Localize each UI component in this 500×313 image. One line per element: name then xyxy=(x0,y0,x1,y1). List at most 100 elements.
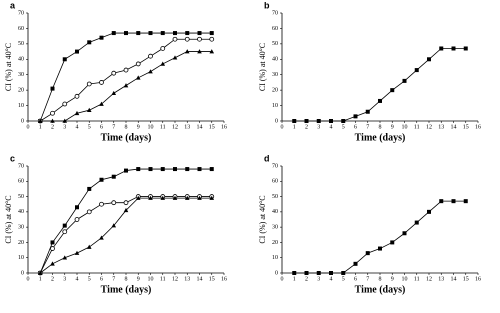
x-tick-label: 7 xyxy=(366,276,369,282)
y-tick-label: 30 xyxy=(18,225,24,231)
marker xyxy=(414,220,419,225)
marker xyxy=(135,61,141,67)
y-tick-label: 40 xyxy=(272,57,278,63)
marker xyxy=(74,93,80,99)
x-tick-label: 8 xyxy=(125,124,128,130)
x-tick-label: 1 xyxy=(39,276,42,282)
marker xyxy=(74,217,80,222)
x-tick-label: 4 xyxy=(76,124,79,130)
marker xyxy=(50,118,55,123)
x-tick-label: 6 xyxy=(100,124,103,130)
y-axis-label: CI (%) at 40°C xyxy=(4,43,13,91)
y-tick-label: 60 xyxy=(272,26,278,32)
marker xyxy=(329,271,333,275)
x-tick-label: 7 xyxy=(112,276,115,282)
x-tick-label: 10 xyxy=(148,276,154,282)
marker xyxy=(148,195,153,200)
x-tick-label: 14 xyxy=(451,276,457,282)
marker xyxy=(353,114,358,119)
marker xyxy=(160,195,166,200)
marker xyxy=(86,81,92,87)
marker xyxy=(87,186,92,191)
y-tick-label: 30 xyxy=(272,225,278,231)
marker xyxy=(316,271,321,275)
marker xyxy=(75,49,79,54)
marker xyxy=(365,109,370,114)
marker xyxy=(135,75,141,80)
marker xyxy=(148,53,153,59)
panel-label: c xyxy=(10,153,15,163)
x-tick-label: 1 xyxy=(293,124,296,130)
x-tick-label: 4 xyxy=(330,124,333,130)
x-tick-label: 16 xyxy=(221,124,227,130)
y-tick-label: 10 xyxy=(18,255,24,261)
x-tick-label: 5 xyxy=(88,124,91,130)
x-tick-label: 12 xyxy=(172,276,178,282)
marker xyxy=(427,209,431,214)
marker xyxy=(160,31,165,36)
x-tick-label: 14 xyxy=(451,124,457,130)
marker xyxy=(173,31,177,36)
x-tick-label: 15 xyxy=(463,276,469,282)
marker xyxy=(414,68,419,73)
marker xyxy=(124,31,128,36)
marker xyxy=(463,199,468,204)
marker xyxy=(160,167,165,172)
panel-label: b xyxy=(264,0,270,10)
marker xyxy=(197,195,202,200)
y-tick-label: 50 xyxy=(18,194,24,200)
x-tick-label: 12 xyxy=(172,124,178,130)
marker xyxy=(86,107,92,112)
x-tick-label: 0 xyxy=(281,276,284,282)
marker xyxy=(304,119,309,123)
marker xyxy=(292,271,297,275)
y-tick-label: 10 xyxy=(272,255,278,261)
x-tick-label: 2 xyxy=(305,276,308,282)
x-tick-label: 13 xyxy=(438,124,444,130)
marker xyxy=(99,80,104,85)
y-tick-label: 40 xyxy=(272,209,278,215)
marker xyxy=(390,240,395,245)
marker xyxy=(451,199,456,204)
y-tick-label: 50 xyxy=(18,41,24,47)
marker xyxy=(185,167,190,172)
marker xyxy=(136,167,141,172)
x-tick-label: 7 xyxy=(112,124,115,130)
y-tick-label: 0 xyxy=(21,270,24,276)
x-tick-label: 5 xyxy=(88,276,91,282)
y-tick-label: 50 xyxy=(272,41,278,47)
marker xyxy=(209,195,215,200)
marker xyxy=(86,209,92,215)
x-tick-label: 16 xyxy=(221,276,227,282)
marker xyxy=(148,31,153,36)
marker xyxy=(135,195,141,200)
x-tick-label: 9 xyxy=(137,124,140,130)
y-tick-label: 50 xyxy=(272,194,278,200)
y-tick-label: 20 xyxy=(272,88,278,94)
marker xyxy=(99,177,104,182)
marker xyxy=(111,31,116,36)
marker xyxy=(123,83,129,88)
x-tick-label: 14 xyxy=(197,276,203,282)
marker xyxy=(353,261,358,266)
marker xyxy=(378,98,382,103)
x-tick-label: 3 xyxy=(63,124,66,130)
marker xyxy=(197,36,202,42)
x-tick-label: 15 xyxy=(463,124,469,130)
x-tick-label: 11 xyxy=(414,276,420,282)
panel-label: d xyxy=(264,153,270,163)
x-tick-label: 10 xyxy=(148,124,154,130)
x-tick-label: 2 xyxy=(51,276,54,282)
marker xyxy=(402,231,407,236)
marker xyxy=(111,200,117,206)
marker xyxy=(304,271,309,275)
y-tick-label: 0 xyxy=(275,270,278,276)
marker xyxy=(37,118,43,123)
y-tick-label: 40 xyxy=(18,209,24,215)
y-tick-label: 70 xyxy=(18,163,24,169)
x-tick-label: 15 xyxy=(209,276,215,282)
x-tick-label: 0 xyxy=(27,124,30,130)
x-tick-label: 3 xyxy=(317,276,320,282)
